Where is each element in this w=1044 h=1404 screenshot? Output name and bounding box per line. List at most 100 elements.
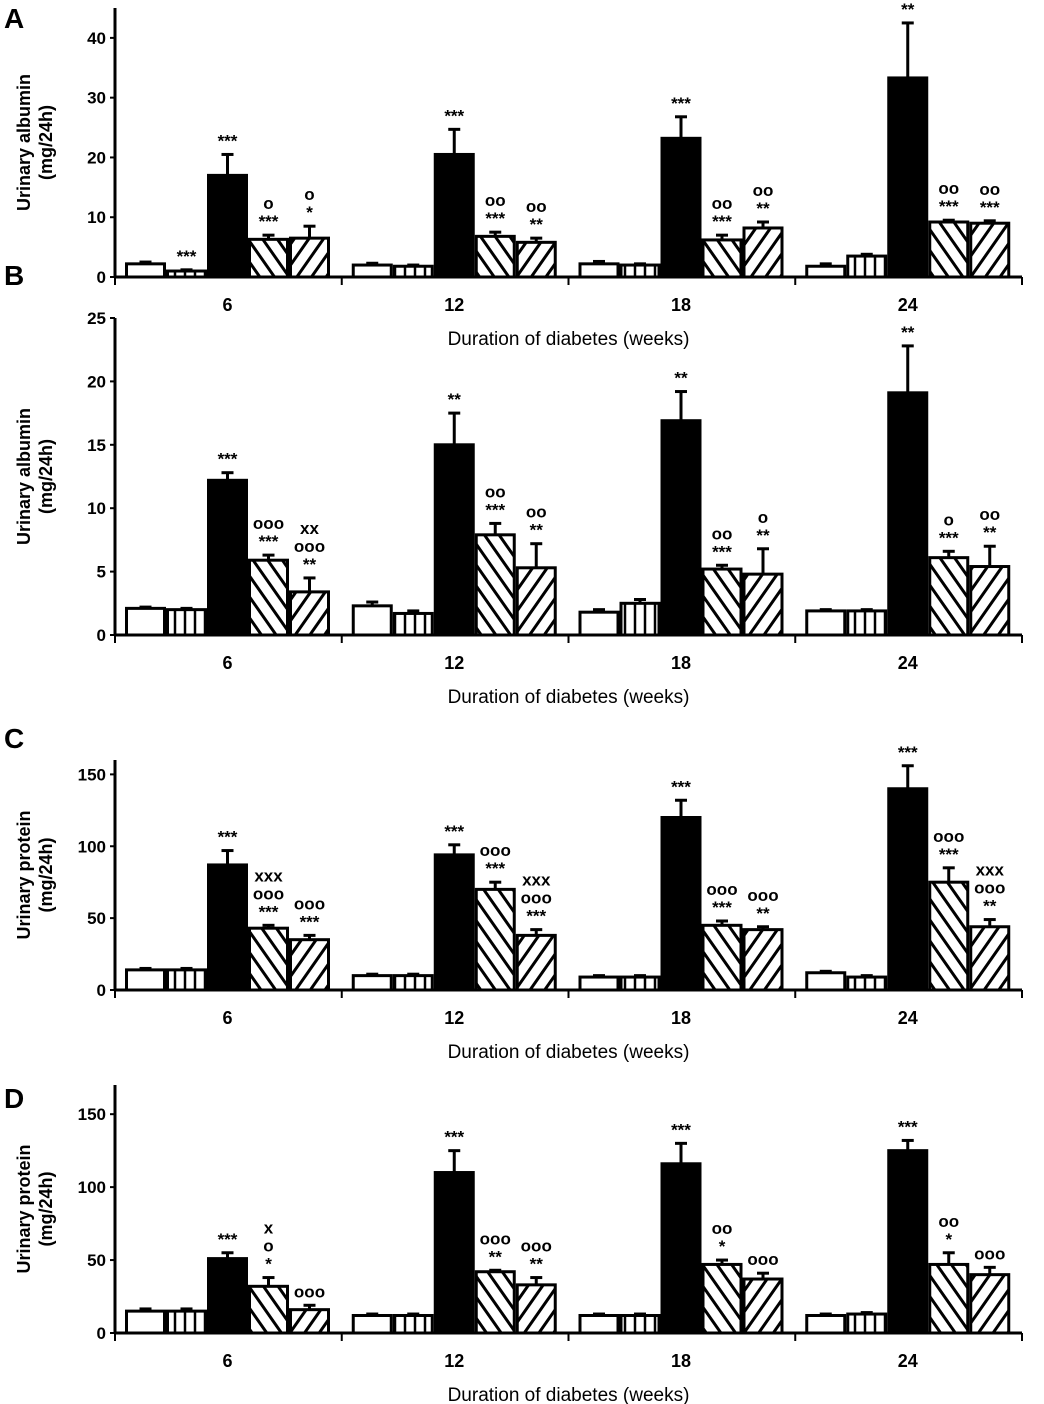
bar (619, 601, 661, 637)
significance-annotation: oo (485, 191, 506, 210)
significance-annotation: *** (712, 542, 732, 561)
bar (433, 152, 475, 279)
category-label: 6 (222, 653, 232, 673)
bar (619, 1313, 661, 1335)
bar (928, 220, 970, 279)
y-tick-label: 0 (97, 268, 106, 287)
y-tick-label: 30 (87, 89, 106, 108)
significance-annotation: * (945, 1230, 952, 1249)
bar (207, 478, 248, 637)
significance-annotation: oo (526, 197, 547, 216)
bar (701, 567, 743, 637)
y-tick-label: 15 (87, 436, 106, 455)
y-tick-label: 40 (87, 29, 106, 48)
bar (207, 173, 248, 279)
bar (474, 1270, 516, 1335)
significance-annotation: *** (485, 209, 505, 228)
significance-annotation: * (306, 203, 313, 222)
significance-annotation: *** (259, 532, 279, 551)
bar (887, 787, 929, 992)
significance-annotation: oo (712, 524, 733, 543)
significance-annotation: ** (674, 369, 688, 388)
bar (578, 1313, 620, 1335)
bar (578, 975, 620, 992)
bar (701, 238, 743, 279)
bar (660, 1162, 702, 1335)
bar (805, 1313, 847, 1335)
panel-label: A (4, 3, 24, 34)
y-tick-label: 0 (97, 981, 106, 1000)
bar (125, 968, 166, 992)
y-tick-label: 150 (78, 1105, 106, 1124)
bar (207, 863, 248, 992)
panel-label: C (4, 723, 24, 754)
bar (248, 558, 289, 637)
significance-annotation: * (265, 1255, 272, 1274)
significance-annotation: xx (300, 519, 319, 538)
bar (928, 1262, 970, 1335)
significance-annotation: *** (671, 777, 691, 796)
bar (701, 923, 743, 992)
significance-annotation: *** (671, 1120, 691, 1139)
bar (125, 262, 166, 279)
significance-annotation: o (263, 1237, 273, 1256)
significance-annotation: ooo (933, 827, 964, 846)
bar (969, 221, 1011, 279)
bar (433, 1171, 475, 1335)
panel-b: B 0 5 10 15 20 25 Urinary albumin (mg/24h) Durati… (4, 260, 1023, 708)
bar (969, 565, 1011, 637)
significance-annotation: ooo (974, 879, 1005, 898)
significance-annotation: ** (756, 526, 770, 545)
bar (166, 1309, 207, 1335)
bar (578, 610, 620, 637)
bar (351, 1313, 393, 1335)
significance-annotation: ooo (253, 514, 284, 533)
significance-annotation: ooo (974, 1244, 1005, 1263)
bar (660, 419, 702, 637)
bar (742, 226, 784, 279)
x-axis-label: Duration of diabetes (weeks) (448, 329, 690, 350)
bar (660, 816, 702, 992)
bar (392, 1313, 434, 1335)
significance-annotation: oo (938, 1212, 959, 1231)
significance-annotation: *** (177, 247, 197, 266)
bar (846, 975, 888, 992)
significance-annotation: ** (983, 523, 997, 542)
significance-annotation: *** (218, 1230, 238, 1249)
y-tick-label: 10 (87, 499, 106, 518)
significance-annotation: oo (979, 180, 1000, 199)
y-tick-label: 10 (87, 208, 106, 227)
significance-annotation: *** (259, 212, 279, 231)
panel-label: D (4, 1083, 24, 1114)
significance-annotation: ooo (294, 894, 325, 913)
significance-annotation: ** (530, 521, 544, 540)
y-tick-label: 0 (97, 1324, 106, 1343)
significance-annotation: oo (485, 482, 506, 501)
category-label: 18 (671, 653, 691, 673)
significance-annotation: ooo (747, 886, 778, 905)
significance-annotation: *** (218, 828, 238, 847)
significance-annotation: ** (530, 215, 544, 234)
significance-annotation: ** (756, 199, 770, 218)
significance-annotation: ooo (706, 880, 737, 899)
significance-annotation: ooo (521, 1237, 552, 1256)
bar (474, 234, 516, 279)
category-label: 18 (671, 295, 691, 315)
significance-annotation: ooo (480, 1229, 511, 1248)
panel-c: C 0 50 100 150 Urinary protein (mg/24h) Duratio… (4, 723, 1023, 1063)
significance-annotation: ooo (747, 1250, 778, 1269)
bar (887, 391, 929, 637)
category-label: 24 (898, 1351, 918, 1371)
significance-annotation: *** (898, 1117, 918, 1136)
significance-annotation: *** (898, 743, 918, 762)
y-tick-label: 5 (97, 563, 106, 582)
category-label: 6 (222, 295, 232, 315)
significance-annotation: x (264, 1219, 274, 1238)
bar (433, 443, 475, 637)
bar (248, 237, 289, 279)
y-tick-label: 100 (78, 1178, 106, 1197)
bar (846, 254, 888, 279)
y-tick-label: 25 (87, 309, 106, 328)
significance-annotation: *** (526, 907, 546, 926)
